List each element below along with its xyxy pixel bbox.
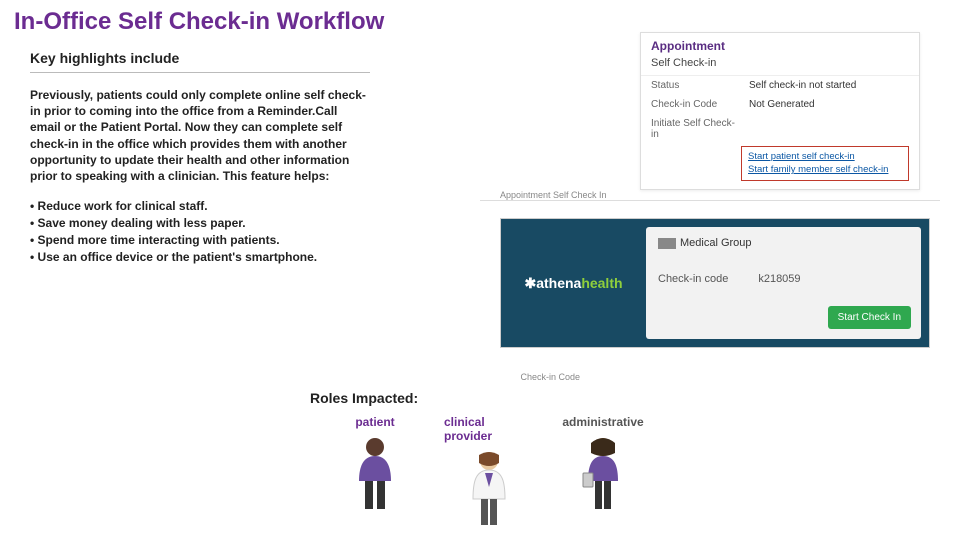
start-family-link[interactable]: Start family member self check-in xyxy=(748,163,902,176)
role-label: patient xyxy=(355,415,394,429)
bullet-item: Save money dealing with less paper. xyxy=(30,215,370,232)
appt-row-key: Status xyxy=(651,80,741,91)
patient-icon xyxy=(345,433,405,513)
page-title: In-Office Self Check-in Workflow xyxy=(0,0,960,36)
checkin-card: Medical Group Check-in code k218059 Star… xyxy=(646,227,921,339)
appointment-panel: Appointment Self Check-in Status Self ch… xyxy=(640,32,920,190)
role-administrative: administrative xyxy=(558,415,648,513)
clinical-provider-icon xyxy=(459,447,519,527)
bullet-list: Reduce work for clinical staff. Save mon… xyxy=(30,198,370,265)
role-label: administrative xyxy=(562,415,643,429)
appt-row-key: Check-in Code xyxy=(651,99,741,110)
appt-row-value xyxy=(749,118,909,140)
checkin-code-value: k218059 xyxy=(758,273,800,285)
appt-row-status: Status Self check-in not started xyxy=(641,76,919,95)
key-highlights-heading: Key highlights include xyxy=(30,50,370,73)
strip-label: Appointment Self Check In xyxy=(500,190,700,200)
roles-row: patient clinical provider administrative xyxy=(330,415,648,527)
divider-line xyxy=(480,200,940,201)
appt-row-value: Self check-in not started xyxy=(749,80,909,91)
appt-row-code: Check-in Code Not Generated xyxy=(641,95,919,114)
appt-links-box: Start patient self check-in Start family… xyxy=(741,146,909,181)
appt-row-initiate: Initiate Self Check-in xyxy=(641,114,919,144)
appt-row-key: Initiate Self Check-in xyxy=(651,118,741,140)
start-patient-link[interactable]: Start patient self check-in xyxy=(748,150,902,163)
appointment-subheader: Self Check-in xyxy=(641,55,919,76)
appointment-header: Appointment xyxy=(641,33,919,55)
appt-row-value: Not Generated xyxy=(749,99,909,110)
checkin-panel: ✱athenahealth Medical Group Check-in cod… xyxy=(500,218,930,348)
bullet-item: Use an office device or the patient's sm… xyxy=(30,249,370,266)
role-clinical-provider: clinical provider xyxy=(444,415,534,527)
roles-heading: Roles Impacted: xyxy=(310,390,418,406)
role-patient: patient xyxy=(330,415,420,513)
bullet-item: Spend more time interacting with patient… xyxy=(30,232,370,249)
left-column: Key highlights include Previously, patie… xyxy=(30,50,370,265)
checkin-code-label: Check-in code xyxy=(658,273,728,285)
bullet-item: Reduce work for clinical staff. xyxy=(30,198,370,215)
medical-group-label: Medical Group xyxy=(658,237,909,249)
athena-logo: ✱athenahealth xyxy=(501,219,646,347)
administrative-icon xyxy=(573,433,633,513)
checkin-code-row: Check-in code k218059 xyxy=(658,273,909,285)
role-label: clinical provider xyxy=(444,415,534,443)
mini-checkin-code-label: Check-in Code xyxy=(520,372,580,382)
intro-paragraph: Previously, patients could only complete… xyxy=(30,87,370,184)
start-checkin-button[interactable]: Start Check In xyxy=(828,306,911,329)
